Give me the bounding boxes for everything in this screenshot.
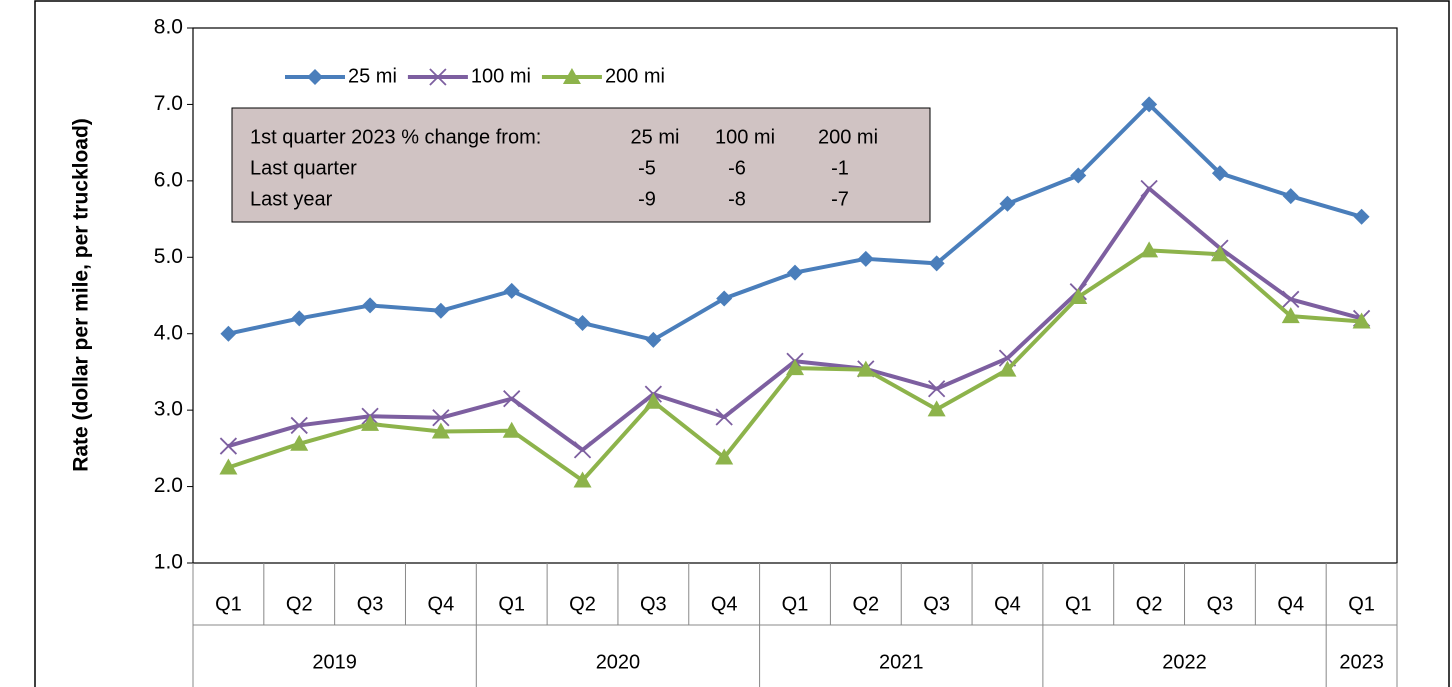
x-tick-label: Q1 — [1065, 593, 1092, 615]
marker — [1069, 288, 1088, 305]
marker — [1141, 96, 1158, 113]
y-tick-label: 3.0 — [154, 398, 183, 421]
marker — [715, 448, 734, 465]
y-tick-label: 2.0 — [154, 474, 183, 497]
marker — [1282, 290, 1300, 308]
y-axis-label: Rate (dollar per mile, per truckload) — [70, 118, 93, 472]
marker — [1140, 241, 1159, 258]
x-tick-label: Q1 — [782, 593, 809, 615]
marker — [1352, 312, 1371, 329]
marker — [362, 297, 379, 314]
marker — [307, 69, 323, 85]
chart-frame — [34, 0, 1450, 687]
x-tick-label: Q1 — [1348, 593, 1375, 615]
marker — [1211, 165, 1228, 182]
table-row-label: Last year — [250, 188, 333, 210]
marker — [1140, 179, 1158, 198]
x-group-label: 2021 — [879, 651, 924, 673]
marker — [290, 434, 309, 451]
x-group-label: 2019 — [312, 651, 357, 673]
table-row-label: Last quarter — [250, 157, 357, 179]
x-tick-label: Q3 — [357, 593, 384, 615]
table-cell: -7 — [831, 188, 849, 210]
x-tick-label: Q4 — [711, 593, 738, 615]
marker — [786, 359, 804, 376]
marker — [429, 68, 447, 86]
x-tick-label: Q4 — [428, 593, 455, 615]
marker — [787, 264, 803, 281]
marker — [999, 195, 1016, 212]
marker — [220, 325, 237, 342]
x-tick-label: Q3 — [923, 593, 950, 615]
table-header: 1st quarter 2023 % change from: — [250, 126, 541, 148]
legend-label: 25 mi — [348, 65, 397, 87]
marker — [857, 250, 874, 267]
x-group-label: 2020 — [596, 651, 641, 673]
marker — [562, 68, 581, 84]
annotation-box — [231, 107, 931, 223]
plot-area — [192, 27, 1398, 564]
marker — [1210, 245, 1229, 262]
x-tick-label: Q2 — [1136, 593, 1163, 615]
table-header: 100 mi — [715, 126, 775, 148]
marker — [574, 315, 591, 332]
marker — [1070, 167, 1087, 184]
marker — [219, 458, 238, 475]
marker — [1281, 307, 1300, 324]
x-tick-label: Q2 — [569, 593, 596, 615]
marker — [644, 392, 663, 409]
x-tick-label: Q2 — [852, 593, 879, 615]
marker — [1282, 188, 1299, 205]
marker — [1353, 208, 1370, 225]
marker — [502, 421, 521, 438]
table-cell: -5 — [638, 157, 656, 179]
x-tick-label: Q3 — [640, 593, 667, 615]
marker — [361, 414, 380, 431]
table-cell: -6 — [728, 157, 746, 179]
y-tick-label: 4.0 — [154, 321, 183, 344]
marker — [715, 408, 733, 426]
marker — [998, 360, 1017, 377]
marker — [290, 416, 308, 435]
x-group-label: 2022 — [1162, 651, 1207, 673]
marker — [928, 380, 946, 398]
marker — [573, 471, 592, 488]
marker — [927, 400, 946, 417]
table-header: 25 mi — [631, 126, 680, 148]
series-line — [227, 186, 1363, 452]
marker — [432, 409, 450, 427]
marker — [503, 390, 521, 408]
legend-label: 200 mi — [605, 65, 665, 87]
legend-label: 100 mi — [471, 65, 531, 87]
x-tick-label: Q3 — [1207, 593, 1234, 615]
marker — [856, 360, 875, 377]
marker — [503, 282, 520, 299]
marker — [928, 255, 945, 272]
x-tick-label: Q2 — [286, 593, 313, 615]
table-cell: -9 — [638, 188, 656, 210]
table-cell: -1 — [831, 157, 849, 179]
x-tick-label: Q4 — [1277, 593, 1304, 615]
table-cell: -8 — [728, 188, 746, 210]
y-tick-label: 1.0 — [154, 551, 183, 574]
table-header: 200 mi — [818, 126, 878, 148]
y-tick-label: 7.0 — [154, 92, 183, 115]
marker — [432, 302, 449, 319]
y-tick-label: 6.0 — [154, 168, 183, 191]
y-tick-label: 8.0 — [154, 16, 183, 39]
x-tick-label: Q1 — [215, 593, 242, 615]
x-tick-label: Q1 — [498, 593, 525, 615]
marker — [716, 290, 733, 307]
marker — [431, 422, 450, 439]
y-tick-label: 5.0 — [154, 245, 183, 268]
marker — [645, 331, 662, 348]
marker — [219, 437, 238, 455]
marker — [291, 310, 308, 327]
x-tick-label: Q4 — [994, 593, 1021, 615]
x-group-label: 2023 — [1339, 651, 1384, 673]
marker — [573, 441, 592, 459]
